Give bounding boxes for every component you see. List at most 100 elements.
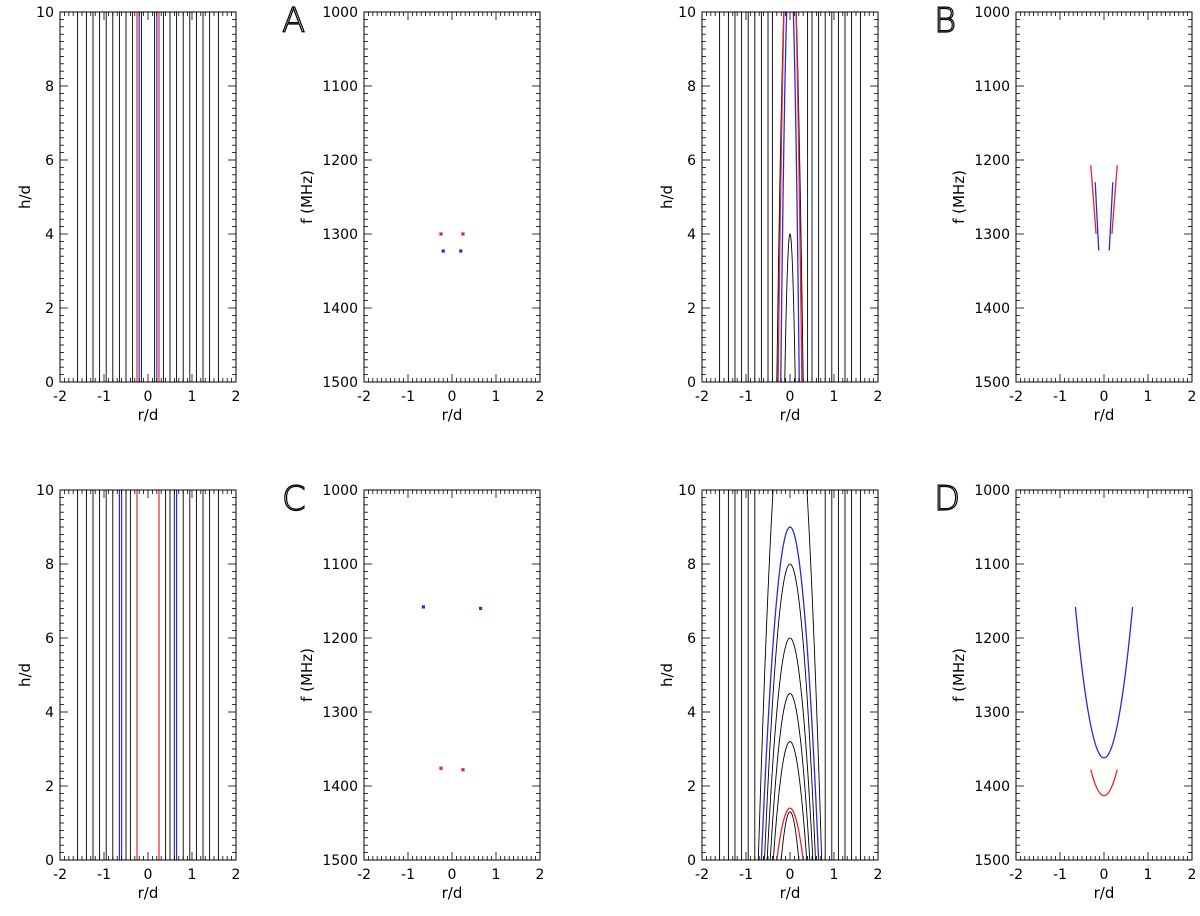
panel-3-y-ticks (1016, 11, 1192, 383)
x-tick-label: 1 (492, 389, 501, 405)
panel-2-x-axis-label: r/d (780, 406, 801, 424)
y-tick-label: 1500 (322, 375, 358, 391)
y-tick-label: 2 (687, 779, 696, 795)
x-tick-label: -2 (53, 389, 67, 405)
y-tick-label: 10 (36, 5, 54, 21)
y-tick-label: 2 (687, 301, 696, 317)
x-tick-label: -1 (739, 867, 753, 883)
panel-6-x-ticks (701, 490, 879, 860)
x-tick-label: 1 (492, 867, 501, 883)
y-tick-label: 10 (678, 5, 696, 21)
y-tick-label: 8 (45, 557, 54, 573)
x-tick-label: 2 (536, 867, 545, 883)
y-tick-label: 1100 (974, 557, 1010, 573)
panel-5-x-ticks (363, 490, 541, 860)
x-tick-label: 1 (1144, 389, 1153, 405)
panel-1-x-axis-label: r/d (442, 406, 463, 424)
x-tick-label: -1 (401, 867, 415, 883)
y-tick-label: 1300 (974, 227, 1010, 243)
series-blue-segment (1108, 182, 1114, 251)
series-red-point (439, 232, 443, 236)
x-tick-label: -2 (357, 867, 371, 883)
panel-4-y-ticks (60, 489, 236, 861)
series-red-point (461, 232, 465, 236)
x-tick-label: 1 (188, 867, 197, 883)
y-tick-label: 1500 (974, 853, 1010, 869)
y-tick-label: 0 (45, 853, 54, 869)
x-tick-label: -1 (401, 389, 415, 405)
series-blue-point (459, 249, 463, 253)
y-tick-label: 10 (36, 483, 54, 499)
panel-2-x-ticks (701, 12, 879, 382)
y-tick-label: 4 (45, 705, 54, 721)
y-tick-label: 8 (45, 79, 54, 95)
contour-arc (772, 741, 808, 860)
panel-5-x-axis-label: r/d (442, 884, 463, 902)
panel-7-panel-letter: D (934, 479, 960, 519)
panel-0-plot-area (77, 12, 219, 382)
y-tick-label: 0 (687, 375, 696, 391)
panel-0-x-ticks (59, 12, 237, 382)
contour-arc (766, 637, 814, 860)
y-tick-label: 2 (45, 301, 54, 317)
x-tick-label: -2 (695, 867, 709, 883)
x-tick-label: 2 (536, 389, 545, 405)
y-tick-label: 1400 (322, 779, 358, 795)
x-tick-label: -2 (357, 389, 371, 405)
x-tick-label: -1 (739, 389, 753, 405)
panel-4-y-axis-label: h/d (16, 663, 34, 687)
panel-2-y-ticks (702, 11, 878, 383)
y-tick-label: 1000 (974, 483, 1010, 499)
y-tick-label: 8 (687, 557, 696, 573)
y-tick-label: 2 (45, 779, 54, 795)
x-tick-label: 1 (188, 389, 197, 405)
panel-3-x-ticks (1015, 12, 1193, 382)
panel-7-frame (1015, 489, 1193, 861)
y-tick-label: 10 (678, 483, 696, 499)
y-tick-label: 1200 (974, 631, 1010, 647)
x-tick-label: 2 (232, 867, 241, 883)
y-tick-label: 1100 (974, 79, 1010, 95)
series-red-segment (1111, 165, 1118, 235)
y-tick-label: 6 (687, 153, 696, 169)
series-red-arc (776, 807, 804, 860)
series-red-curve (1090, 769, 1118, 797)
x-tick-label: 2 (232, 389, 241, 405)
x-tick-label: 0 (144, 867, 153, 883)
panel-6-plot-area (719, 490, 861, 860)
series-blue-curve (1074, 606, 1134, 759)
y-tick-label: 4 (687, 705, 696, 721)
panel-1-y-ticks (364, 11, 540, 383)
panel-A-right: -2 -1 0 1 2 1000 1100 1200 1300 1400 1500 r/d f (MHz… (281, 0, 545, 424)
panel-5-y-ticks (364, 489, 540, 861)
panel-3-x-axis-label: r/d (1094, 406, 1115, 424)
x-tick-label: 0 (1100, 389, 1109, 405)
y-tick-label: 1100 (322, 79, 358, 95)
series-blue-arc (780, 12, 800, 382)
x-tick-label: 2 (1188, 389, 1197, 405)
contour-arc (776, 12, 804, 382)
panel-1-plot-area (439, 232, 465, 253)
panel-A-left: -2 -1 0 1 2 0 2 4 6 8 10 r/d h/d (16, 5, 240, 424)
panel-0-y-axis-label: h/d (16, 185, 34, 209)
panel-5-panel-letter: C (282, 479, 306, 519)
y-tick-label: 6 (45, 631, 54, 647)
panel-7-x-axis-label: r/d (1094, 884, 1115, 902)
y-tick-label: 1400 (974, 779, 1010, 795)
series-red-segment (1090, 165, 1097, 235)
y-tick-label: 4 (45, 227, 54, 243)
x-tick-label: 2 (1188, 867, 1197, 883)
x-tick-label: 0 (448, 867, 457, 883)
y-tick-label: 6 (687, 631, 696, 647)
panel-4-x-axis-label: r/d (138, 884, 159, 902)
x-tick-label: -1 (97, 389, 111, 405)
series-red-arc (777, 12, 803, 382)
panel-5-plot-area (421, 605, 483, 772)
panel-4-x-ticks (59, 490, 237, 860)
panel-1-x-ticks (363, 12, 541, 382)
series-red-point (461, 768, 465, 772)
panel-7-x-ticks (1015, 490, 1193, 860)
contour-arc (769, 693, 811, 860)
x-tick-label: -2 (53, 867, 67, 883)
